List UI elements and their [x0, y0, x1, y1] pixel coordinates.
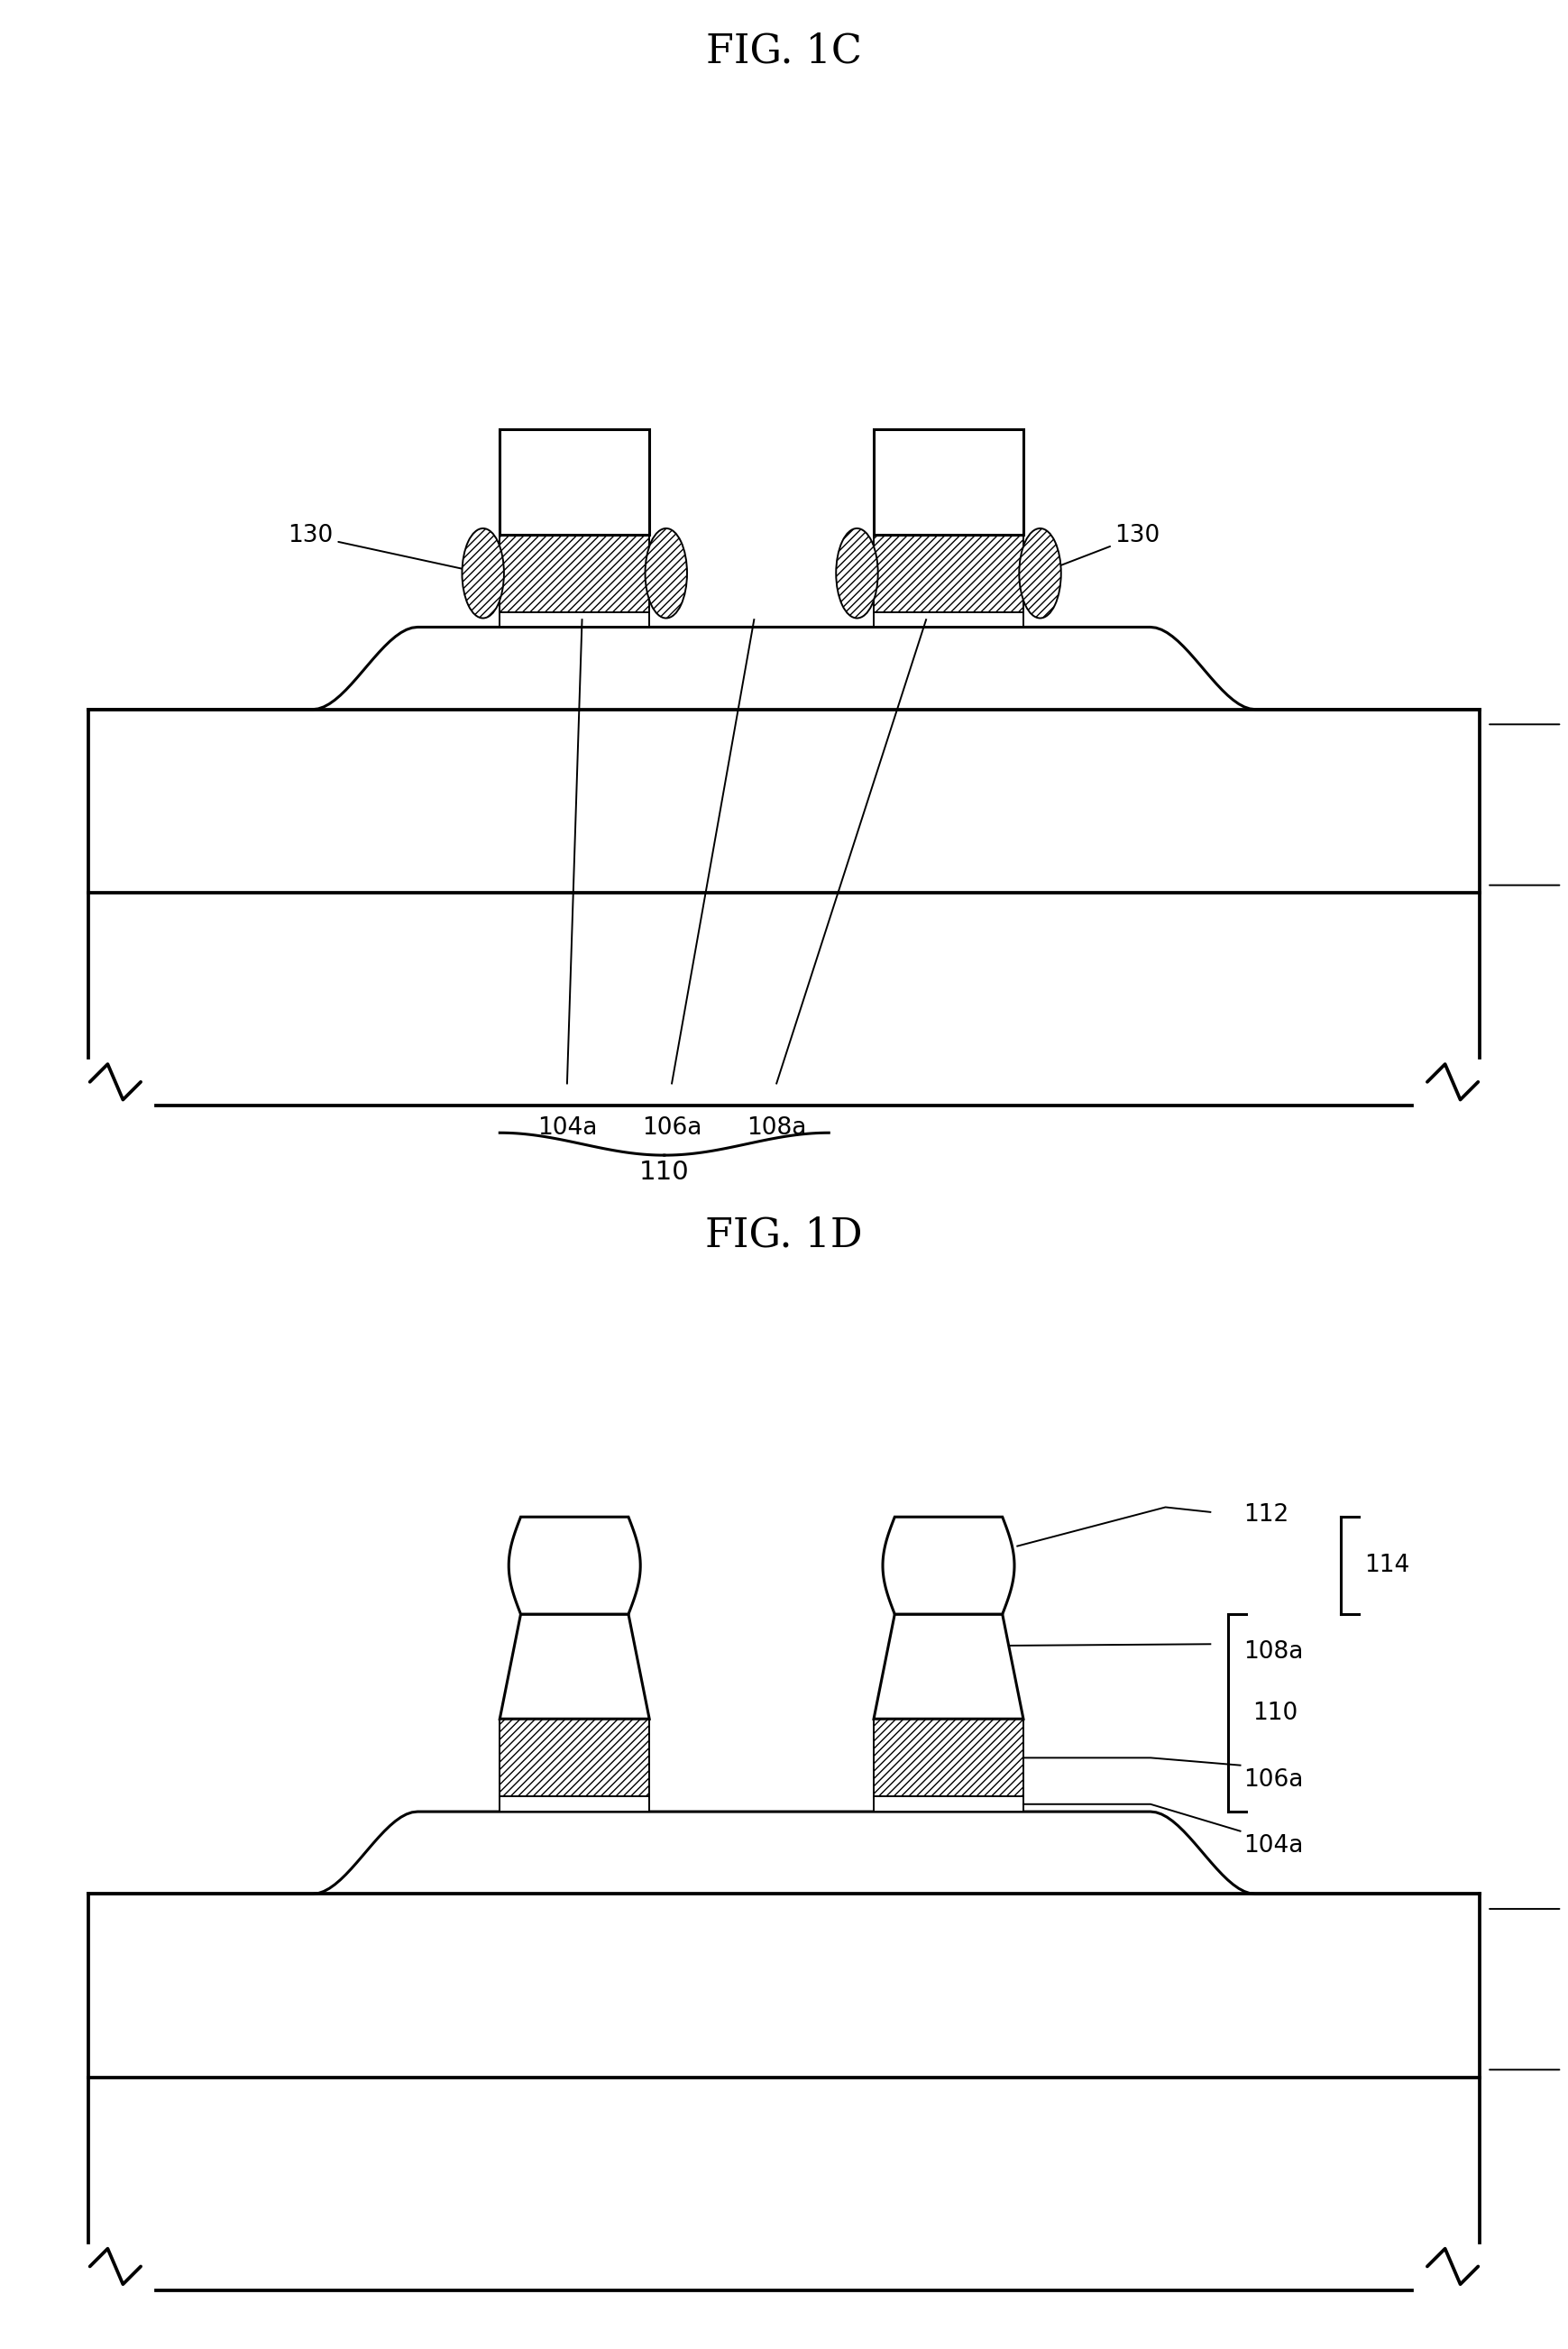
- Text: 108a: 108a: [1243, 1640, 1303, 1663]
- Bar: [873, 533, 1024, 613]
- Text: 104a: 104a: [1243, 1835, 1303, 1858]
- Polygon shape: [883, 1517, 1014, 1614]
- Polygon shape: [88, 627, 1480, 709]
- Ellipse shape: [644, 529, 687, 618]
- Text: 110: 110: [1253, 1701, 1298, 1724]
- Text: 106a: 106a: [641, 1116, 702, 1139]
- Text: 104a: 104a: [538, 1116, 597, 1139]
- Text: 112: 112: [1243, 1503, 1289, 1527]
- Bar: [873, 430, 1024, 533]
- Polygon shape: [508, 1517, 640, 1614]
- Ellipse shape: [836, 529, 878, 618]
- Text: 130: 130: [289, 524, 480, 573]
- Text: 106a: 106a: [1243, 1769, 1303, 1792]
- Polygon shape: [88, 1893, 1480, 2290]
- Ellipse shape: [463, 529, 503, 618]
- Text: FIG. 1C: FIG. 1C: [706, 31, 862, 70]
- Polygon shape: [88, 1811, 1480, 1893]
- Bar: [500, 533, 649, 613]
- Text: 100: 100: [1566, 2058, 1568, 2081]
- Ellipse shape: [1019, 529, 1062, 618]
- Text: 100: 100: [1566, 874, 1568, 897]
- Bar: [873, 1797, 1024, 1811]
- Bar: [873, 1719, 1024, 1797]
- Text: 108a: 108a: [746, 1116, 806, 1139]
- Polygon shape: [88, 709, 1480, 1106]
- Bar: [873, 613, 1024, 627]
- Bar: [500, 1719, 649, 1797]
- Bar: [500, 613, 649, 627]
- Text: 110: 110: [640, 1160, 690, 1184]
- Text: 102: 102: [1566, 712, 1568, 735]
- Bar: [500, 430, 649, 533]
- Bar: [500, 1797, 649, 1811]
- Text: 114: 114: [1364, 1553, 1410, 1576]
- Text: 130: 130: [1043, 524, 1160, 573]
- Polygon shape: [500, 1614, 649, 1719]
- Text: 102: 102: [1566, 1898, 1568, 1921]
- Polygon shape: [873, 1614, 1024, 1719]
- Text: FIG. 1D: FIG. 1D: [706, 1217, 862, 1254]
